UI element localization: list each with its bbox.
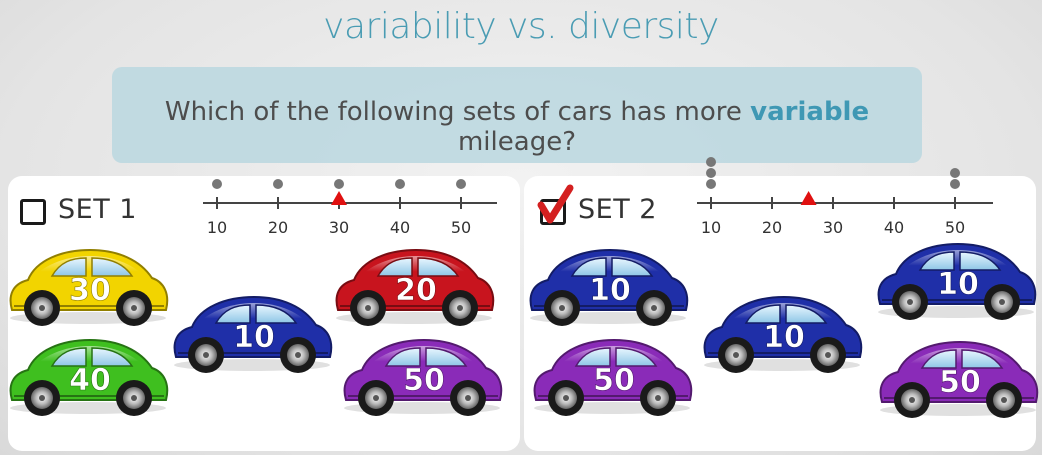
set-2-tick-label: 10	[701, 218, 721, 237]
set-1-data-dot	[334, 179, 344, 189]
set-1-data-dot	[395, 179, 405, 189]
car: 30	[9, 248, 169, 326]
car: 40	[9, 338, 169, 416]
set-1-data-dot	[212, 179, 222, 189]
set-1-tick-label: 20	[268, 218, 288, 237]
car-mileage-label: 10	[233, 320, 275, 355]
set-2-tick-label: 20	[762, 218, 782, 237]
set-2-data-dot	[950, 179, 960, 189]
car: 10	[529, 248, 689, 326]
set-2-tick-label: 50	[945, 218, 965, 237]
slide-title: variability vs. diversity	[323, 6, 719, 47]
car-mileage-label: 50	[593, 363, 635, 398]
car: 10	[703, 295, 863, 373]
car: 50	[879, 340, 1039, 418]
set-2-tick-label: 40	[884, 218, 904, 237]
car-mileage-label: 20	[395, 273, 437, 308]
set-2-check-mark	[537, 184, 574, 224]
question-suffix: mileage?	[457, 127, 576, 157]
set-1-data-dot	[456, 179, 466, 189]
set-1-mean-marker	[331, 191, 347, 205]
question-emphasis: variable	[750, 97, 870, 127]
car: 20	[335, 248, 495, 326]
car: 50	[343, 338, 503, 416]
car-mileage-label: 10	[937, 267, 979, 302]
set-1-data-dot	[273, 179, 283, 189]
car-mileage-label: 10	[589, 273, 631, 308]
car-mileage-label: 40	[69, 363, 111, 398]
set-2-tick-label: 30	[823, 218, 843, 237]
set-1-checkbox[interactable]	[20, 199, 46, 225]
set-1-tick-label: 50	[451, 218, 471, 237]
set-1-tick-label: 10	[207, 218, 227, 237]
set-1-tick-label: 40	[390, 218, 410, 237]
set-2-data-dot	[706, 168, 716, 178]
set-2-data-dot	[706, 157, 716, 167]
car-mileage-label: 30	[69, 273, 111, 308]
question-box	[112, 67, 922, 163]
car: 50	[533, 338, 693, 416]
car-mileage-label: 10	[763, 320, 805, 355]
set-1-tick-label: 30	[329, 218, 349, 237]
set-1-label: SET 1	[58, 194, 137, 225]
car-mileage-label: 50	[403, 363, 445, 398]
set-2-data-dot	[706, 179, 716, 189]
question-prefix: Which of the following sets of cars has …	[164, 97, 751, 127]
set-2-mean-marker	[800, 191, 817, 205]
car: 10	[173, 295, 333, 373]
car-mileage-label: 50	[939, 365, 981, 400]
set-2-data-dot	[950, 168, 960, 178]
car: 10	[877, 242, 1037, 320]
question-text: Which of the following sets of cars has …	[112, 97, 922, 157]
set-2-label: SET 2	[578, 194, 657, 225]
